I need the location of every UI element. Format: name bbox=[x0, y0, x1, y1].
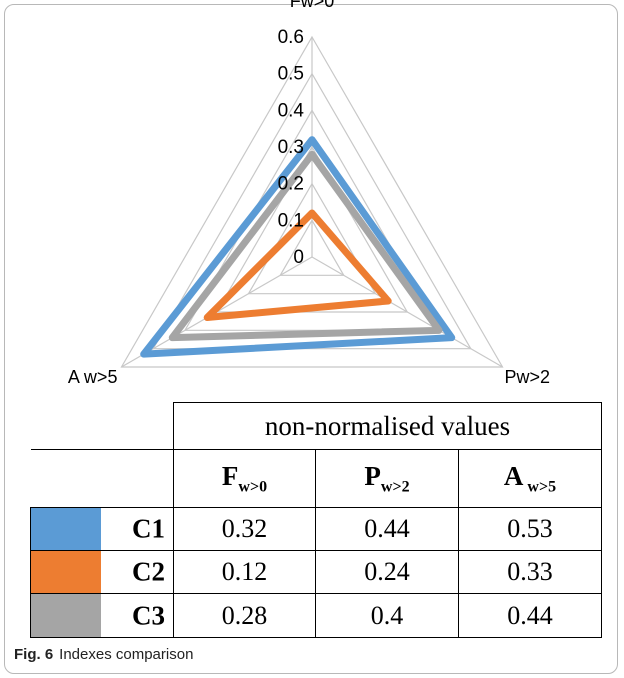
table-cell: 0.44 bbox=[457, 593, 603, 638]
radial-tick-label: 0.5 bbox=[278, 64, 304, 85]
series-line-c2 bbox=[203, 209, 392, 321]
column-header-main: F bbox=[221, 460, 239, 491]
column-header-sub: w>5 bbox=[523, 478, 557, 496]
table-row: C1 0.32 0.44 0.53 bbox=[30, 507, 603, 551]
table-cell: 0.28 bbox=[173, 593, 316, 638]
grid-spoke bbox=[311, 256, 503, 368]
table-blank-cell bbox=[30, 449, 174, 508]
caption-text: Indexes comparison bbox=[59, 646, 194, 663]
legend-swatch-c3 bbox=[31, 594, 101, 637]
radial-tick-label: 0.6 bbox=[278, 27, 304, 48]
series-cell-c2: C2 bbox=[30, 550, 174, 594]
radial-tick-label: 0.4 bbox=[278, 100, 305, 121]
series-line-c3 bbox=[168, 150, 443, 342]
radial-tick-label: 0.3 bbox=[278, 137, 304, 158]
radar-chart: 0 0.1 0.2 0.3 0.4 0.5 0.6 Fw>0 Pw>2 A w>5 bbox=[68, 0, 551, 387]
series-line-c1 bbox=[140, 136, 456, 358]
series-name: C3 bbox=[132, 600, 165, 630]
grid-ring bbox=[152, 72, 472, 350]
grid-ring bbox=[247, 182, 377, 295]
figure-caption: Fig. 6 Indexes comparison bbox=[14, 646, 193, 663]
table-cell: 0.53 bbox=[457, 507, 603, 551]
table-group-header: non-normalised values bbox=[172, 402, 603, 450]
column-header-f: Fw>0 bbox=[173, 449, 316, 508]
table-cell: 0.4 bbox=[315, 593, 459, 638]
table-row: C2 0.12 0.24 0.33 bbox=[30, 550, 603, 594]
column-header-sub: w>2 bbox=[380, 478, 410, 496]
series-cell-c3: C3 bbox=[30, 593, 174, 638]
grid-ring bbox=[279, 219, 345, 276]
grid-ring bbox=[120, 35, 504, 368]
radial-tick-label: 0 bbox=[293, 247, 304, 268]
axis-label: Pw>2 bbox=[505, 367, 551, 387]
legend-swatch-c1 bbox=[31, 508, 101, 550]
series-cell-c1: C1 bbox=[30, 507, 174, 551]
table-cell: 0.32 bbox=[173, 507, 316, 551]
table-cell: 0.44 bbox=[315, 507, 459, 551]
values-table: non-normalised values Fw>0 Pw>2 A w>5 C1… bbox=[30, 402, 603, 638]
axis-label: A w>5 bbox=[68, 367, 118, 387]
table-cell: 0.24 bbox=[315, 550, 459, 594]
column-header-main: A bbox=[503, 460, 524, 491]
table-corner-cell bbox=[30, 402, 174, 450]
radial-tick-label: 0.2 bbox=[278, 174, 304, 195]
series-name: C2 bbox=[132, 556, 165, 587]
axis-label: Fw>0 bbox=[290, 0, 335, 11]
column-header-sub: w>0 bbox=[238, 478, 268, 496]
table-cell: 0.12 bbox=[173, 550, 316, 594]
series-name: C1 bbox=[132, 513, 165, 544]
legend-swatch-c2 bbox=[31, 551, 101, 593]
column-header-main: P bbox=[364, 460, 381, 491]
grid-ring bbox=[215, 145, 409, 313]
radial-tick-label: 0.1 bbox=[278, 210, 304, 231]
table-cell: 0.33 bbox=[457, 550, 603, 594]
column-header-p: Pw>2 bbox=[315, 449, 459, 508]
column-header-a: A w>5 bbox=[457, 449, 603, 508]
figure-label: Fig. 6 bbox=[14, 646, 54, 663]
table-row: C3 0.28 0.4 0.44 bbox=[30, 593, 603, 638]
